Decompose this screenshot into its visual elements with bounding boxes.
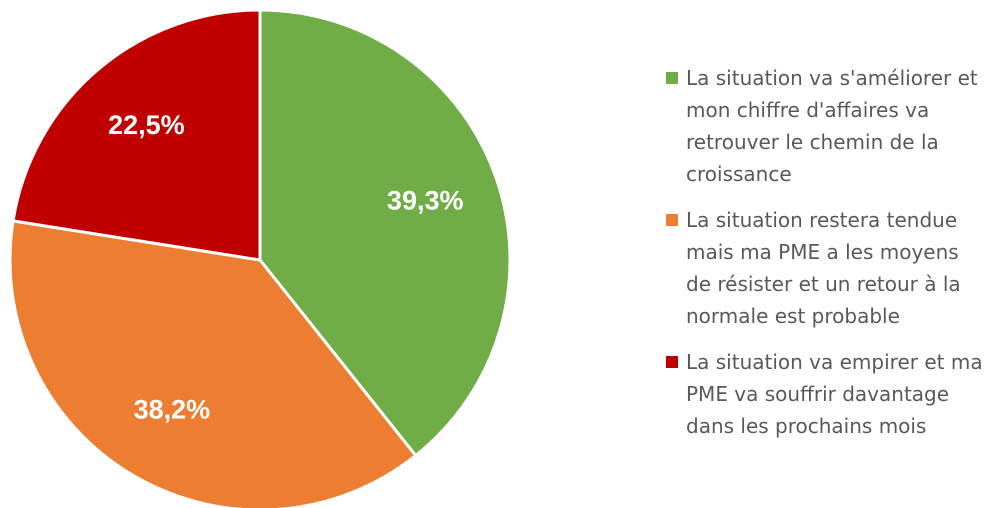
data-label: 39,3% [387,185,464,215]
data-label: 38,2% [134,394,211,424]
legend-label: La situation va empirer et ma PME va sou… [686,350,983,438]
legend-item: La situation restera tendue mais ma PME … [666,204,988,332]
legend-swatch [666,72,678,84]
data-label: 22,5% [108,110,185,140]
legend-swatch [666,214,678,226]
legend-label: La situation va s'améliorer et mon chiff… [686,66,978,186]
pie-slice [11,8,262,262]
legend-item: La situation va empirer et ma PME va sou… [666,346,988,442]
legend-swatch [666,356,678,368]
pie-slice [8,219,418,508]
pie-slice [258,8,512,458]
legend-item: La situation va s'améliorer et mon chiff… [666,62,988,190]
legend-label: La situation restera tendue mais ma PME … [686,208,961,328]
legend: La situation va s'améliorer et mon chiff… [666,62,988,456]
